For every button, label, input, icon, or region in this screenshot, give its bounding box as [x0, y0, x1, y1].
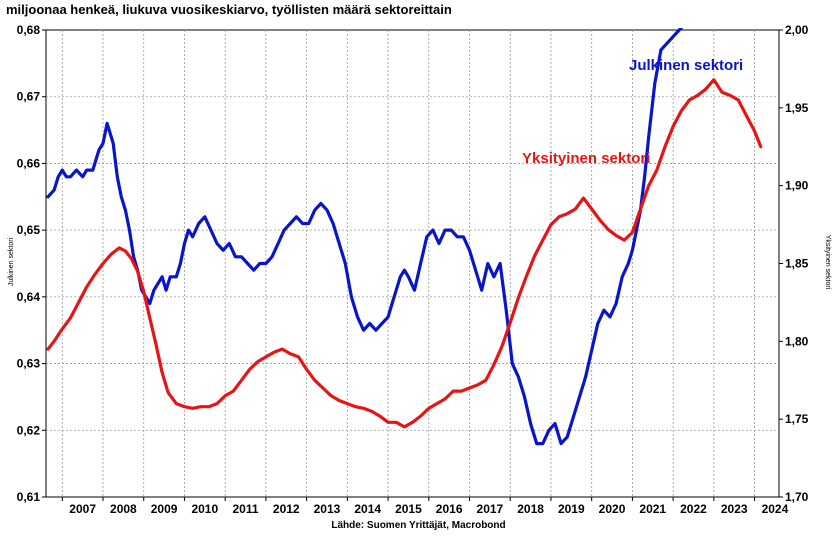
x-tick-label: 2010: [191, 502, 218, 516]
left-tick-label: 0,67: [17, 90, 41, 104]
x-tick-label: 2008: [110, 502, 137, 516]
x-axis: 2007 2008 2009 2010 2011 2012 2013 2014 2015 2016…: [61, 497, 789, 516]
x-tick-label: 2018: [517, 502, 544, 516]
x-tick-label: 2019: [558, 502, 585, 516]
left-tick-label: 0,66: [17, 156, 41, 170]
x-tick-label: 2016: [436, 502, 463, 516]
x-tick-label: 2011: [233, 502, 259, 516]
left-tick-label: 0,61: [17, 490, 41, 504]
right-tick-label: 1,85: [785, 257, 809, 271]
x-tick-label: 2017: [477, 502, 504, 516]
x-tick-label: 2020: [599, 502, 626, 516]
left-tick-label: 0,68: [17, 23, 41, 37]
x-tick-label: 2021: [639, 502, 666, 516]
series-lines: [46, 28, 763, 446]
right-tick-label: 1,80: [785, 334, 809, 348]
x-tick-label: 2022: [680, 502, 707, 516]
left-axis: 0,61 0,62 0,63 0,64 0,65 0,66 0,67 0,68: [17, 23, 46, 504]
series-line-yksityinen: [46, 78, 763, 429]
x-tick-label: 2012: [273, 502, 300, 516]
x-tick-label: 2009: [151, 502, 178, 516]
left-axis-label: Julkinen sektori: [8, 237, 15, 286]
right-tick-label: 1,70: [785, 490, 809, 504]
left-tick-label: 0,63: [17, 357, 41, 371]
right-tick-label: 1,95: [785, 101, 809, 115]
x-tick-label: 2023: [721, 502, 748, 516]
right-axis-label: Yksityinen sektori: [824, 235, 831, 290]
right-tick-label: 1,90: [785, 179, 809, 193]
x-tick-label: 2024: [762, 502, 789, 516]
x-tick-label: 2015: [395, 502, 422, 516]
right-axis: 1,70 1,75 1,80 1,85 1,90 1,95 2,00: [779, 23, 809, 504]
annotation-yksityinen: Yksityinen sektori: [522, 150, 650, 167]
x-tick-label: 2013: [314, 502, 341, 516]
right-tick-label: 2,00: [785, 23, 809, 37]
x-tick-label: 2007: [69, 502, 96, 516]
series-line-julkinen: [46, 28, 684, 446]
grid: [46, 30, 779, 497]
source-note: Lähde: Suomen Yrittäjät, Macrobond: [331, 520, 506, 531]
left-tick-label: 0,65: [17, 223, 41, 237]
left-tick-label: 0,62: [17, 423, 41, 437]
left-tick-label: 0,64: [17, 290, 41, 304]
plot-frame: [45, 29, 780, 498]
chart-title: miljoonaa henkeä, liukuva vuosikeskiarvo…: [6, 2, 452, 17]
annotation-julkinen: Julkinen sektori: [629, 57, 743, 74]
x-tick-label: 2014: [354, 502, 381, 516]
right-tick-label: 1,75: [785, 412, 809, 426]
